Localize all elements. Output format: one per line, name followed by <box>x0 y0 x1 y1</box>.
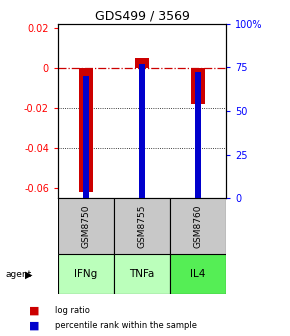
Text: GSM8760: GSM8760 <box>194 204 203 248</box>
Bar <box>170 198 226 254</box>
Text: log ratio: log ratio <box>55 306 90 315</box>
Text: GSM8750: GSM8750 <box>81 204 90 248</box>
Text: ▶: ▶ <box>25 269 32 280</box>
Bar <box>191 68 205 104</box>
Text: ■: ■ <box>29 306 39 316</box>
Bar <box>135 58 149 68</box>
Title: GDS499 / 3569: GDS499 / 3569 <box>95 9 190 23</box>
Bar <box>195 73 201 198</box>
Text: percentile rank within the sample: percentile rank within the sample <box>55 322 197 330</box>
Bar <box>58 254 114 294</box>
Text: ■: ■ <box>29 321 39 331</box>
Text: agent: agent <box>6 270 32 279</box>
Bar <box>83 76 89 198</box>
Text: IFNg: IFNg <box>75 269 98 279</box>
Text: IL4: IL4 <box>191 269 206 279</box>
Text: TNFa: TNFa <box>129 269 155 279</box>
Bar <box>79 68 93 192</box>
Bar <box>114 254 170 294</box>
Bar <box>170 254 226 294</box>
Text: GSM8755: GSM8755 <box>137 204 147 248</box>
Bar <box>114 198 170 254</box>
Bar <box>58 198 114 254</box>
Bar <box>139 64 145 198</box>
